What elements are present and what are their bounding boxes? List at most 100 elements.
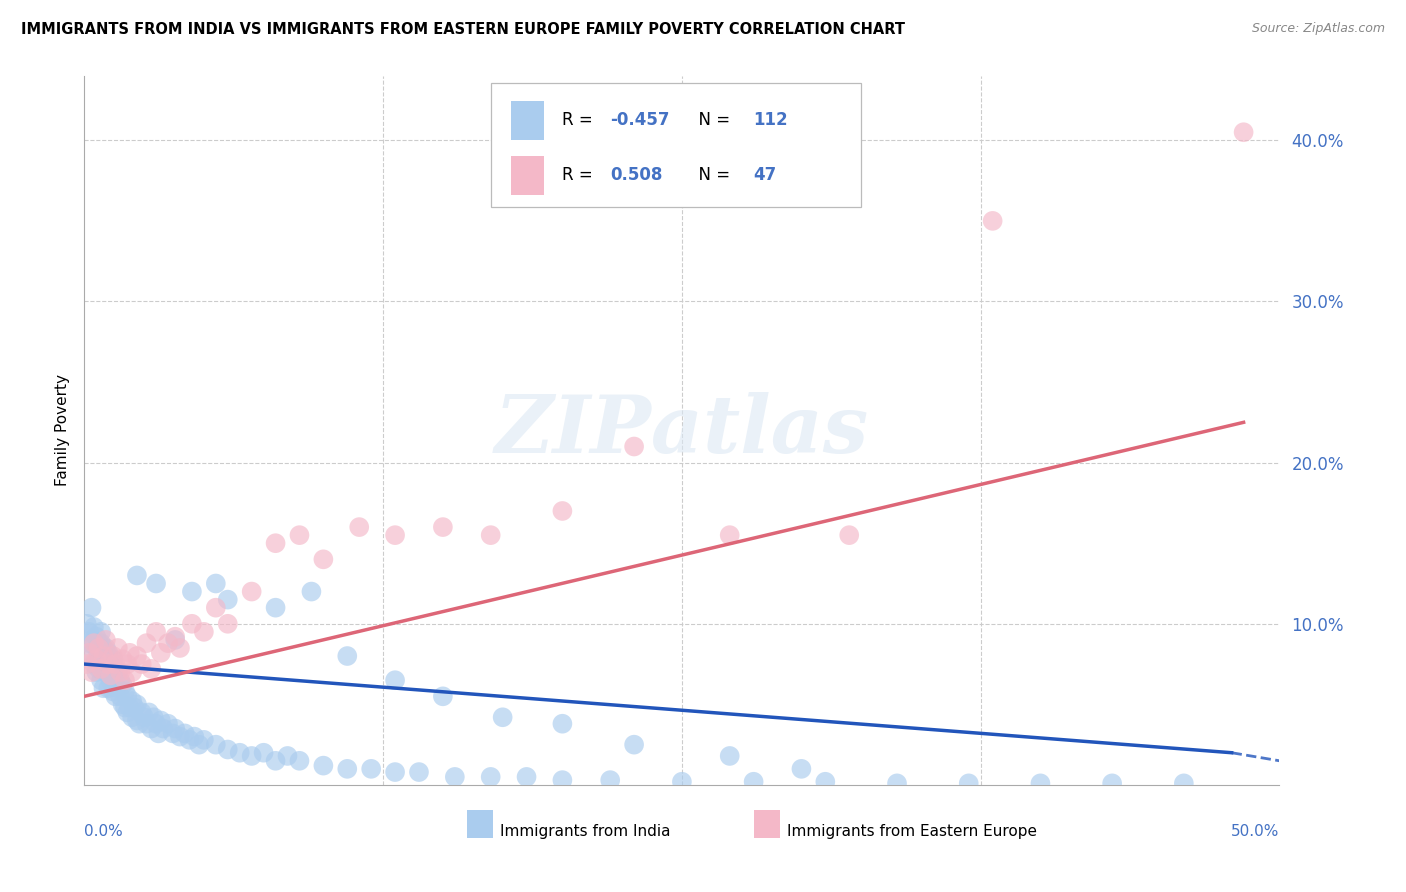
Point (94, 652, 117, 666)
Point (432, 520, 454, 534)
Point (183, 730, 205, 744)
Point (101, 684, 124, 698)
Point (671, 774, 693, 789)
Point (742, 774, 765, 789)
Bar (467, 810, 494, 838)
Point (838, 528, 860, 542)
Point (142, 710, 165, 724)
Point (107, 640, 129, 655)
Point (145, 716, 167, 731)
Point (264, 536, 287, 550)
Point (205, 600, 228, 615)
Point (121, 710, 143, 724)
Point (312, 552, 335, 566)
Point (886, 776, 908, 790)
Point (125, 698, 148, 712)
Text: 50.0%: 50.0% (1232, 824, 1279, 839)
Point (135, 716, 157, 731)
Point (118, 700, 141, 714)
Point (87, 662, 110, 676)
Point (80, 665, 103, 680)
Point (107, 665, 129, 680)
Text: ZIP​atlas: ZIP​atlas (495, 392, 869, 469)
Point (141, 662, 163, 676)
Point (623, 440, 645, 454)
Point (125, 648, 148, 663)
Point (90, 652, 112, 666)
Point (181, 616, 204, 631)
Point (121, 665, 143, 680)
Point (80, 600, 103, 615)
Point (384, 528, 406, 542)
Point (169, 730, 191, 744)
Point (83, 620, 105, 634)
Point (80, 632, 103, 647)
Point (981, 214, 1004, 228)
Point (162, 726, 184, 740)
Point (288, 754, 311, 768)
Point (217, 616, 239, 631)
Point (97, 681, 120, 696)
Point (240, 748, 263, 763)
Point (138, 706, 160, 720)
Point (718, 528, 741, 542)
Point (100, 668, 122, 682)
Point (94, 665, 117, 680)
Point (623, 738, 645, 752)
Point (193, 624, 215, 639)
Point (114, 673, 136, 688)
Point (90, 673, 112, 688)
Point (77, 636, 100, 650)
Text: IMMIGRANTS FROM INDIA VS IMMIGRANTS FROM EASTERN EUROPE FAMILY POVERTY CORRELATI: IMMIGRANTS FROM INDIA VS IMMIGRANTS FROM… (21, 22, 905, 37)
Point (117, 657, 139, 671)
Point (288, 528, 311, 542)
Point (193, 732, 215, 747)
Point (104, 690, 127, 704)
Point (117, 690, 139, 704)
Point (384, 765, 406, 780)
Text: 0.0%: 0.0% (84, 824, 124, 839)
Point (173, 726, 195, 740)
Point (718, 748, 741, 763)
Point (97, 662, 120, 676)
Point (1029, 776, 1052, 790)
Point (551, 716, 574, 731)
Point (94, 640, 117, 655)
Point (101, 652, 124, 666)
Point (97, 646, 120, 660)
Text: Source: ZipAtlas.com: Source: ZipAtlas.com (1251, 22, 1385, 36)
Point (814, 774, 837, 789)
Point (100, 673, 122, 688)
Point (77, 646, 100, 660)
Point (110, 665, 132, 680)
Point (87, 640, 110, 655)
Point (93, 648, 115, 663)
Point (165, 632, 187, 647)
Point (111, 698, 134, 712)
Text: R =: R = (562, 166, 603, 184)
Text: 112: 112 (754, 112, 789, 129)
Point (76, 616, 98, 631)
Point (104, 657, 127, 671)
Point (599, 773, 621, 788)
Point (492, 710, 515, 724)
Point (957, 776, 980, 790)
Point (111, 652, 134, 666)
Point (125, 714, 148, 728)
Point (87, 648, 110, 663)
Point (86, 630, 108, 644)
Text: Immigrants from Eastern Europe: Immigrants from Eastern Europe (787, 824, 1038, 839)
Point (264, 600, 287, 615)
Point (384, 673, 406, 688)
Point (157, 636, 180, 650)
Point (125, 568, 148, 582)
Point (301, 584, 323, 599)
Text: Immigrants from India: Immigrants from India (501, 824, 671, 839)
Point (87, 636, 110, 650)
Point (80, 646, 103, 660)
Point (188, 738, 211, 752)
Point (205, 738, 228, 752)
Point (181, 584, 204, 599)
Point (253, 746, 276, 760)
Point (551, 504, 574, 518)
